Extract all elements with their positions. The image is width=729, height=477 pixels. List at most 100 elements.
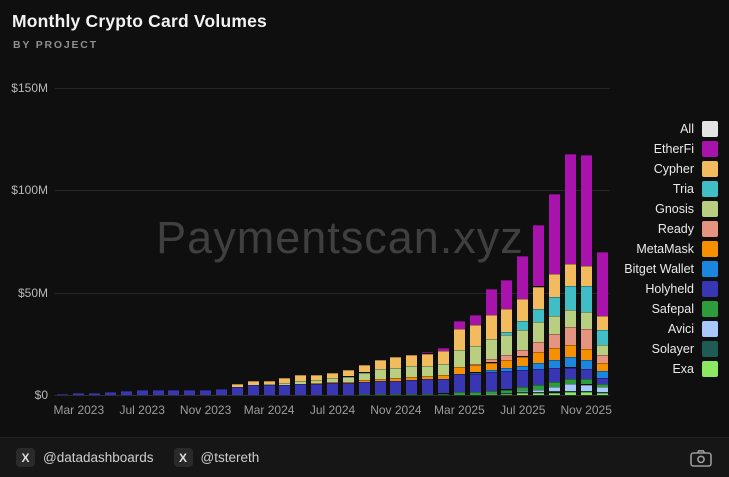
bar-segment[interactable] xyxy=(311,379,323,384)
bar-segment[interactable] xyxy=(438,347,449,351)
bar-segment[interactable] xyxy=(453,367,465,374)
bar-segment[interactable] xyxy=(216,388,227,395)
bar-segment[interactable] xyxy=(564,357,576,368)
bar-segment[interactable] xyxy=(501,309,513,332)
bar-segment[interactable] xyxy=(517,387,529,392)
bar-segment[interactable] xyxy=(327,381,338,383)
bar-segment[interactable] xyxy=(517,365,529,370)
bar-segment[interactable] xyxy=(247,380,259,385)
bar-segment[interactable] xyxy=(549,334,560,349)
bar-segment[interactable] xyxy=(263,385,275,395)
bar-segment[interactable] xyxy=(311,383,323,384)
bar-segment[interactable] xyxy=(438,378,449,394)
bar-segment[interactable] xyxy=(596,387,608,393)
bar-segment[interactable] xyxy=(469,372,481,374)
bar-segment[interactable] xyxy=(390,357,402,368)
bar-segment[interactable] xyxy=(263,380,275,385)
bar-segment[interactable] xyxy=(596,384,608,388)
bar-segment[interactable] xyxy=(485,315,497,339)
bar-segment[interactable] xyxy=(533,393,545,395)
bar-segment[interactable] xyxy=(485,391,497,395)
bar-segment[interactable] xyxy=(469,365,481,373)
bar-segment[interactable] xyxy=(564,392,576,395)
bar-segment[interactable] xyxy=(168,390,180,395)
bar-segment[interactable] xyxy=(422,365,434,377)
bar-segment[interactable] xyxy=(549,392,560,395)
bar-segment[interactable] xyxy=(231,383,243,387)
legend-item-avici[interactable]: Avici xyxy=(624,319,718,339)
bar-segment[interactable] xyxy=(342,376,354,382)
bar-segment[interactable] xyxy=(279,377,291,383)
legend-item-exa[interactable]: Exa xyxy=(624,359,718,379)
legend-item-safepal[interactable]: Safepal xyxy=(624,299,718,319)
bar-segment[interactable] xyxy=(438,393,449,395)
bar-segment[interactable] xyxy=(469,364,481,366)
bar-segment[interactable] xyxy=(358,380,370,382)
bar-segment[interactable] xyxy=(564,326,576,345)
bar-segment[interactable] xyxy=(342,370,354,377)
bar-segment[interactable] xyxy=(295,383,307,395)
bar-segment[interactable] xyxy=(422,352,434,354)
bar-segment[interactable] xyxy=(564,310,576,327)
bar-segment[interactable] xyxy=(501,393,513,394)
bar-segment[interactable] xyxy=(564,264,576,286)
bar-segment[interactable] xyxy=(311,374,323,380)
bar-segment[interactable] xyxy=(422,353,434,366)
bar-segment[interactable] xyxy=(533,389,545,392)
bar-segment[interactable] xyxy=(390,394,402,395)
legend-item-bitget-wallet[interactable]: Bitget Wallet xyxy=(624,259,718,279)
bar-segment[interactable] xyxy=(564,367,576,379)
bar-segment[interactable] xyxy=(533,225,545,287)
bar-segment[interactable] xyxy=(533,341,545,353)
bar-segment[interactable] xyxy=(517,255,529,299)
bar-segment[interactable] xyxy=(327,377,338,382)
bar-segment[interactable] xyxy=(358,394,370,395)
legend-item-tria[interactable]: Tria xyxy=(624,179,718,199)
bar-segment[interactable] xyxy=(374,378,386,381)
bar-segment[interactable] xyxy=(580,286,592,312)
bar-segment[interactable] xyxy=(501,280,513,310)
bar-segment[interactable] xyxy=(501,371,513,390)
bar-segment[interactable] xyxy=(549,387,560,392)
bar-segment[interactable] xyxy=(279,382,291,385)
bar-segment[interactable] xyxy=(549,391,560,393)
bar-segment[interactable] xyxy=(517,393,529,395)
bar-segment[interactable] xyxy=(596,344,608,355)
bar-segment[interactable] xyxy=(517,298,529,322)
bar-segment[interactable] xyxy=(517,350,529,357)
bar-segment[interactable] xyxy=(247,384,259,395)
bar-segment[interactable] xyxy=(485,288,497,316)
legend-item-gnosis[interactable]: Gnosis xyxy=(624,199,718,219)
bar-segment[interactable] xyxy=(438,351,449,364)
bar-segment[interactable] xyxy=(501,359,513,368)
bar-segment[interactable] xyxy=(342,382,354,395)
bar-segment[interactable] xyxy=(453,329,465,350)
bar-segment[interactable] xyxy=(564,153,576,265)
bar-segment[interactable] xyxy=(105,392,116,395)
bar-segment[interactable] xyxy=(549,315,560,334)
bar-segment[interactable] xyxy=(517,329,529,351)
bar-segment[interactable] xyxy=(533,362,545,369)
bar-segment[interactable] xyxy=(501,355,513,360)
bar-segment[interactable] xyxy=(406,379,418,394)
bar-segment[interactable] xyxy=(517,391,529,393)
bar-segment[interactable] xyxy=(406,355,418,367)
bar-segment[interactable] xyxy=(533,391,545,393)
bar-segment[interactable] xyxy=(533,352,545,363)
bar-segment[interactable] xyxy=(549,274,560,297)
bar-segment[interactable] xyxy=(469,373,481,392)
bar-segment[interactable] xyxy=(453,321,465,330)
bar-segment[interactable] xyxy=(596,354,608,363)
bar-segment[interactable] xyxy=(374,369,386,379)
bar-segment[interactable] xyxy=(580,348,592,360)
credit-handle-tstereth[interactable]: X @tstereth xyxy=(173,448,259,467)
bar-segment[interactable] xyxy=(358,381,370,395)
legend-item-solayer[interactable]: Solayer xyxy=(624,339,718,359)
bar-segment[interactable] xyxy=(485,338,497,360)
bar-segment[interactable] xyxy=(549,296,560,316)
bar-segment[interactable] xyxy=(120,390,132,395)
bar-segment[interactable] xyxy=(422,393,434,395)
bar-segment[interactable] xyxy=(596,316,608,330)
bar-segment[interactable] xyxy=(327,372,338,378)
bar-segment[interactable] xyxy=(580,390,592,393)
